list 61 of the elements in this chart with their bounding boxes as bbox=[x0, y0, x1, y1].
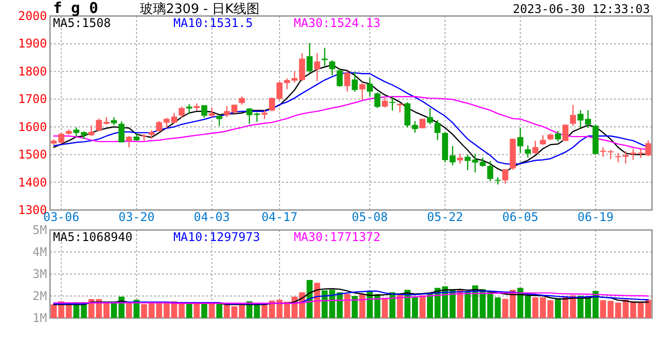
y-tick-label: 4M bbox=[32, 245, 47, 259]
candlestick bbox=[118, 120, 124, 143]
candlestick bbox=[374, 92, 380, 109]
candlestick bbox=[517, 127, 524, 154]
candlestick bbox=[524, 144, 531, 158]
candlestick bbox=[427, 107, 434, 125]
candlestick bbox=[532, 140, 538, 154]
text: MA30:1771372 bbox=[294, 230, 381, 244]
y-tick-label: 2M bbox=[32, 289, 47, 303]
y-tick-label: 1600 bbox=[18, 120, 47, 134]
candlestick bbox=[457, 153, 464, 164]
y-tick-label: 1400 bbox=[18, 175, 47, 190]
y-tick-label: 1900 bbox=[18, 36, 47, 51]
candlestick bbox=[88, 124, 94, 137]
candlestick bbox=[216, 114, 222, 126]
x-tick-label: 04-17 bbox=[261, 210, 298, 224]
x-tick-label: 05-22 bbox=[427, 210, 464, 224]
candlestick bbox=[322, 47, 328, 66]
text: MA30:1524.13 bbox=[294, 16, 381, 30]
y-tick-label: 1700 bbox=[18, 92, 47, 106]
x-tick-label: 04-03 bbox=[194, 210, 230, 224]
candlestick bbox=[336, 68, 343, 88]
candlestick bbox=[389, 96, 396, 112]
candlestick bbox=[562, 124, 568, 142]
candlestick bbox=[329, 60, 336, 76]
x-tick-label: 06-05 bbox=[502, 210, 538, 224]
text: MA5:1068940 bbox=[53, 230, 132, 244]
y-tick-label: 5M bbox=[32, 223, 47, 237]
candlestick bbox=[306, 42, 313, 74]
candlestick bbox=[366, 77, 373, 97]
x-tick-label: 06-19 bbox=[578, 210, 614, 224]
candlestick bbox=[178, 106, 185, 118]
candlestick bbox=[344, 70, 350, 92]
candlestick bbox=[359, 82, 366, 100]
text: MA10:1297973 bbox=[173, 230, 260, 244]
text: MA5:1508 bbox=[53, 16, 111, 30]
candlestick bbox=[208, 106, 215, 118]
candlestick bbox=[186, 104, 192, 114]
y-tick-label: 1500 bbox=[18, 148, 47, 162]
candlestick bbox=[554, 130, 561, 142]
chart-title: 玻璃2309 - 日K线图 bbox=[140, 2, 260, 17]
candlestick bbox=[352, 71, 358, 92]
y-tick-label: 2000 bbox=[18, 9, 47, 23]
candlestick bbox=[434, 120, 441, 141]
annotation: f g 0 bbox=[53, 0, 98, 17]
candlestick bbox=[540, 134, 546, 146]
y-tick-label: 1M bbox=[32, 311, 47, 325]
text: 2023-06-30 12:33:03 bbox=[512, 2, 650, 16]
candlestick bbox=[487, 160, 494, 182]
x-tick-label: 05-08 bbox=[352, 210, 388, 224]
candlestick bbox=[570, 104, 576, 127]
y-tick-label: 1800 bbox=[18, 64, 47, 78]
candlestick bbox=[126, 135, 132, 148]
candlestick bbox=[314, 52, 320, 82]
candlestick bbox=[502, 168, 508, 184]
candlestick bbox=[201, 104, 208, 118]
y-tick-label: 3M bbox=[32, 267, 47, 281]
candlestick bbox=[494, 176, 501, 186]
candlestick bbox=[382, 97, 388, 108]
x-tick-label: 03-20 bbox=[118, 210, 155, 224]
text: MA10:1531.5 bbox=[173, 16, 253, 30]
